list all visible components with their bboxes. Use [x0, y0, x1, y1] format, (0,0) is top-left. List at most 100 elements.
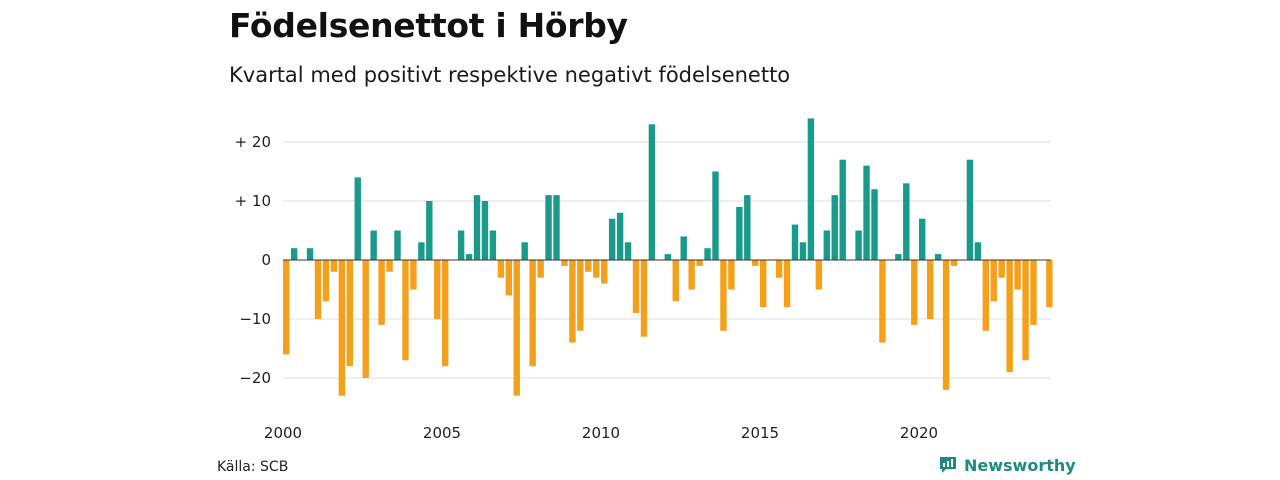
- bar: [1014, 260, 1021, 290]
- bar: [410, 260, 417, 290]
- bar: [1022, 260, 1029, 361]
- bar: [330, 260, 338, 272]
- bar: [815, 260, 823, 290]
- x-tick-label: 2010: [582, 424, 620, 442]
- y-tick-label: + 20: [235, 133, 271, 151]
- bar: [529, 260, 536, 367]
- axes: + 20 + 10 0 −10 −20 2000 2005 2010 2015 2020: [235, 133, 1051, 442]
- bar: [950, 260, 958, 266]
- y-tick-label: −10: [239, 310, 271, 328]
- x-tick-label: 2000: [264, 424, 302, 442]
- bar: [481, 201, 489, 260]
- bar: [386, 260, 393, 272]
- bar: [394, 230, 401, 260]
- bar: [1030, 260, 1037, 325]
- bar: [903, 183, 910, 260]
- bar: [752, 260, 759, 266]
- bar: [314, 260, 322, 319]
- bar: [561, 260, 568, 266]
- bar: [338, 260, 346, 396]
- bar: [624, 242, 632, 260]
- bar: [648, 124, 656, 260]
- bar: [457, 230, 465, 260]
- bar: [990, 260, 997, 302]
- bar: [839, 159, 846, 260]
- bar: [934, 254, 942, 260]
- bar: [704, 248, 711, 260]
- bar: [871, 189, 878, 260]
- bar: [807, 118, 815, 261]
- brand-logo[interactable]: Newsworthy: [938, 455, 1076, 475]
- bar: [306, 248, 314, 260]
- bar: [966, 159, 974, 260]
- bar: [426, 201, 433, 260]
- bar: [688, 260, 695, 290]
- bar: [322, 260, 330, 302]
- bar: [672, 260, 679, 302]
- bar: [378, 260, 385, 325]
- bar: [831, 195, 838, 260]
- bars: [283, 118, 1053, 396]
- bar: [863, 165, 870, 260]
- x-tick-label: 2020: [900, 424, 938, 442]
- newsworthy-logo-icon: [940, 457, 956, 473]
- bar: [521, 242, 528, 260]
- bar: [418, 242, 425, 260]
- bar: [402, 260, 409, 361]
- brand-name: Newsworthy: [964, 455, 1076, 475]
- bar: [911, 260, 918, 325]
- bar: [942, 260, 950, 390]
- bar: [799, 242, 807, 260]
- bar: [354, 177, 361, 260]
- bar: [362, 260, 369, 378]
- bar: [545, 195, 552, 260]
- bar: [473, 195, 481, 260]
- bar: [926, 260, 934, 319]
- bar: [513, 260, 520, 396]
- bar: [974, 242, 982, 260]
- bar: [465, 254, 473, 260]
- bar: [1006, 260, 1013, 373]
- bar: [601, 260, 608, 284]
- bar: [290, 248, 298, 260]
- bar: [632, 260, 640, 314]
- bar: [712, 171, 719, 260]
- bar: [497, 260, 505, 278]
- bar: [775, 260, 783, 278]
- bar: [744, 195, 751, 260]
- bar: [879, 260, 886, 343]
- bar: [895, 254, 902, 260]
- chart-title: Födelsenettot i Hörby: [229, 6, 628, 45]
- bar: [616, 212, 624, 260]
- chart-subtitle: Kvartal med positivt respektive negativt…: [229, 63, 791, 87]
- bar: [370, 230, 377, 260]
- bar: [855, 230, 862, 260]
- bar: [442, 260, 449, 367]
- bar: [585, 260, 592, 272]
- bar: [982, 260, 989, 331]
- bar: [791, 224, 799, 260]
- bar: [283, 260, 290, 355]
- grid-lines: [283, 141, 1051, 379]
- bar: [728, 260, 735, 290]
- bar: [434, 260, 441, 319]
- bar: [720, 260, 727, 331]
- bar: [577, 260, 584, 331]
- bar: [593, 260, 600, 278]
- x-tick-label: 2015: [741, 424, 779, 442]
- bar: [537, 260, 544, 278]
- bar: [346, 260, 353, 367]
- bar: [736, 206, 743, 260]
- y-tick-label: −20: [239, 369, 271, 387]
- y-tick-label: 0: [261, 251, 271, 269]
- bar: [640, 260, 648, 337]
- bar: [823, 230, 830, 260]
- bar: [760, 260, 767, 308]
- bar: [505, 260, 512, 296]
- bar: [1046, 260, 1053, 308]
- bar: [919, 218, 926, 260]
- bar: [489, 230, 497, 260]
- x-tick-label: 2005: [423, 424, 461, 442]
- bar: [608, 218, 616, 260]
